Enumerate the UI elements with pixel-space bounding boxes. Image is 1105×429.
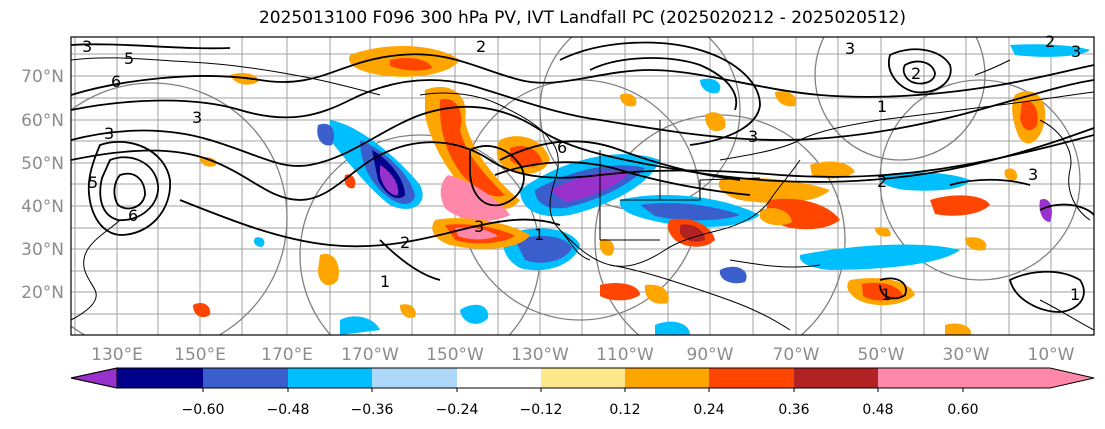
colorbar-tick-label: −0.12 xyxy=(520,402,563,418)
lat-label: 40°N xyxy=(21,197,64,217)
colorbar-segment xyxy=(372,368,457,388)
contour-label: 1 xyxy=(380,272,390,291)
colorbar-segment xyxy=(878,368,963,388)
lon-label: 70°W xyxy=(773,345,820,365)
map-plot-area xyxy=(71,37,1094,335)
colorbar-tick-marks xyxy=(202,388,964,392)
contour-label: 3 xyxy=(104,124,114,143)
colorbar-tick-label: −0.36 xyxy=(351,402,394,418)
colorbar-segment xyxy=(625,368,709,388)
contour-label: 3 xyxy=(1028,165,1038,184)
lon-label: 90°W xyxy=(687,345,734,365)
contour-label: 6 xyxy=(111,72,121,91)
contour-labels: 3 5 6 3 3 5 6 2 3 1 1 2 6 3 2 3 1 2 1 3 … xyxy=(82,32,1081,304)
contour-label: 1 xyxy=(534,225,544,244)
coastlines xyxy=(71,57,1094,331)
contour-label: 2 xyxy=(400,233,410,252)
contour-label: 5 xyxy=(88,173,98,192)
lat-label: 50°N xyxy=(21,154,64,174)
lon-label: 150°E xyxy=(174,345,226,365)
contour-label: 1 xyxy=(877,97,887,116)
lat-labels: 70°N 60°N 50°N 40°N 30°N 20°N xyxy=(21,67,64,303)
colorbar: −0.60 −0.48 −0.36 −0.24 −0.12 0.12 0.24 … xyxy=(70,367,1095,418)
colorbar-left-extension xyxy=(70,367,118,389)
lat-label: 30°N xyxy=(21,240,64,260)
colorbar-segment xyxy=(541,368,625,388)
contour-label: 3 xyxy=(82,37,92,56)
map-frame xyxy=(70,36,1095,336)
lat-label: 70°N xyxy=(21,67,64,87)
contour-label: 6 xyxy=(128,206,138,225)
contour-label: 1 xyxy=(1070,285,1080,304)
negative-pv-shading xyxy=(253,44,1090,335)
lat-label: 60°N xyxy=(21,111,64,131)
colorbar-segment xyxy=(709,368,794,388)
map-title: 2025013100 F096 300 hPa PV, IVT Landfall… xyxy=(258,8,906,28)
colorbar-tick-label: −0.24 xyxy=(436,402,479,418)
colorbar-segment xyxy=(794,368,878,388)
contour-label: 2 xyxy=(1045,32,1055,51)
contour-label: 6 xyxy=(557,138,567,157)
colorbar-segment xyxy=(117,368,203,388)
lon-label: 130°W xyxy=(511,345,569,365)
colorbar-tick-label: 0.12 xyxy=(609,402,640,418)
lat-label: 20°N xyxy=(21,283,64,303)
contour-label: 2 xyxy=(911,64,921,83)
lon-label: 50°W xyxy=(858,345,905,365)
pv-contours xyxy=(71,41,1094,313)
contour-label: 3 xyxy=(1071,42,1081,61)
lon-label: 30°W xyxy=(943,345,990,365)
contour-label: 3 xyxy=(192,108,202,127)
lon-label: 170°W xyxy=(341,345,399,365)
lon-label: 150°W xyxy=(426,345,484,365)
lon-label: 10°W xyxy=(1028,345,1075,365)
contour-label: 2 xyxy=(877,172,887,191)
lon-label: 110°W xyxy=(596,345,654,365)
colorbar-tick-label: −0.48 xyxy=(267,402,310,418)
lon-labels: 130°E 150°E 170°E 170°W 150°W 130°W 110°… xyxy=(91,345,1075,365)
lon-label: 170°E xyxy=(261,345,313,365)
colorbar-segment xyxy=(457,368,541,388)
colorbar-tick-label: 0.24 xyxy=(693,402,724,418)
contour-label: 2 xyxy=(476,37,486,56)
colorbar-tick-label: −0.60 xyxy=(182,402,225,418)
colorbar-segment xyxy=(203,368,288,388)
contour-label: 3 xyxy=(748,127,758,146)
colorbar-segment xyxy=(288,368,372,388)
contour-label: 3 xyxy=(845,39,855,58)
colorbar-right-extension xyxy=(963,368,1094,388)
contour-label: 5 xyxy=(124,49,134,68)
colorbar-tick-label: 0.48 xyxy=(862,402,893,418)
colorbar-tick-label: 0.36 xyxy=(778,402,809,418)
lon-label: 130°E xyxy=(91,345,143,365)
contour-label: 1 xyxy=(881,285,891,304)
colorbar-tick-label: 0.60 xyxy=(947,402,978,418)
colorbar-outline xyxy=(70,367,1095,389)
contour-label: 3 xyxy=(474,217,484,236)
